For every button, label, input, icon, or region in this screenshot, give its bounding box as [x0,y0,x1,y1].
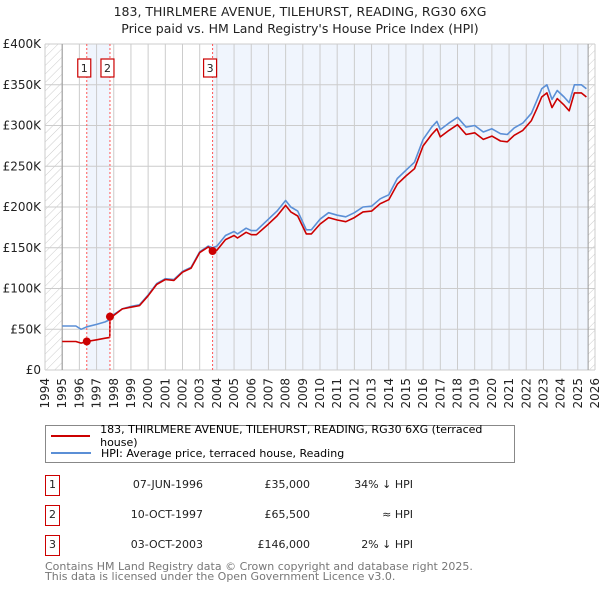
sale-marker-badge: 3 [45,535,60,556]
legend-swatch-price-paid [51,435,91,437]
footer-licence: This data is licensed under the Open Gov… [45,570,396,583]
x-tick-label: 2001 [158,378,172,409]
x-tick-label: 2006 [244,378,258,409]
x-tick-label: 2022 [519,378,533,409]
y-tick-label: £400K [3,37,43,51]
sale-hpi-relation: 2% ↓ HPI [361,538,413,551]
legend: 183, THIRLMERE AVENUE, TILEHURST, READIN… [45,423,515,463]
x-tick-label: 1994 [38,378,52,409]
x-tick-label: 2012 [347,378,361,409]
sale-date: 10-OCT-1997 [130,508,203,521]
footer-copyright: Contains HM Land Registry data © Crown c… [45,560,473,573]
x-tick-label: 2017 [433,378,447,409]
y-tick-label: £350K [3,78,43,92]
sale-badge-label: 1 [81,62,88,75]
x-tick-label: 2011 [330,378,344,409]
legend-label-price-paid: 183, THIRLMERE AVENUE, TILEHURST, READIN… [100,423,483,449]
sale-marker-badge: 1 [45,475,60,496]
x-tick-label: 2016 [416,378,430,409]
x-tick-label: 2002 [176,378,190,409]
sale-price: £146,000 [257,538,311,551]
x-tick-label: 2005 [227,378,241,409]
x-tick-label: 2000 [141,378,155,409]
x-tick-label: 2026 [588,378,600,409]
sale-badge-label: 2 [104,62,111,75]
x-tick-label: 1999 [124,378,138,409]
sale-hpi-relation: ≈ HPI [382,508,413,521]
sale-badge-box [77,58,92,78]
sale-price: £35,000 [264,478,311,491]
x-tick-label: 2014 [382,378,396,409]
x-tick-label: 2015 [399,378,413,409]
y-tick-label: £300K [3,119,43,133]
chart-title: 183, THIRLMERE AVENUE, TILEHURST, READIN… [113,4,487,19]
sale-point [208,247,217,256]
x-tick-label: 2023 [536,378,550,409]
legend-swatch-hpi [51,452,91,454]
x-tick-label: 1998 [107,378,121,409]
sale-price: £65,500 [264,508,311,521]
x-tick-label: 1995 [55,378,69,409]
x-tick-label: 2020 [485,378,499,409]
x-tick-label: 1997 [90,378,104,409]
y-tick-label: £100K [3,282,43,296]
x-tick-label: 2024 [554,378,568,409]
x-tick-label: 2007 [261,378,275,409]
x-tick-label: 2019 [468,378,482,409]
sale-badge-box [202,58,218,78]
sale-hpi-relation: 34% ↓ HPI [354,478,413,491]
y-tick-label: £50K [10,322,42,336]
x-tick-label: 2021 [502,378,516,409]
x-tick-label: 2025 [571,378,585,409]
y-tick-label: £200K [3,200,43,214]
x-tick-label: 2008 [279,378,293,409]
price-paid-line [62,92,587,344]
legend-label-hpi: HPI: Average price, terraced house, Read… [101,446,345,460]
x-tick-label: 2009 [296,378,310,409]
sale-badge-label: 3 [207,62,214,75]
sale-date: 03-OCT-2003 [130,538,203,551]
sale-point [82,337,91,346]
chart-subtitle: Price paid vs. HM Land Registry's House … [121,21,479,36]
x-tick-label: 2004 [210,378,224,409]
x-tick-label: 2010 [313,378,327,409]
y-tick-label: £150K [3,241,43,255]
x-tick-label: 2013 [365,378,379,409]
x-tick-label: 2018 [451,378,465,409]
sale-point [105,312,114,321]
sale-marker-badge: 2 [45,505,60,526]
y-tick-label: £0 [26,363,41,377]
sale-date: 07-JUN-1996 [132,478,203,491]
sale-badge-box [100,58,115,78]
x-tick-label: 1996 [72,378,86,409]
x-tick-label: 2003 [193,378,207,409]
y-tick-label: £250K [3,159,43,173]
